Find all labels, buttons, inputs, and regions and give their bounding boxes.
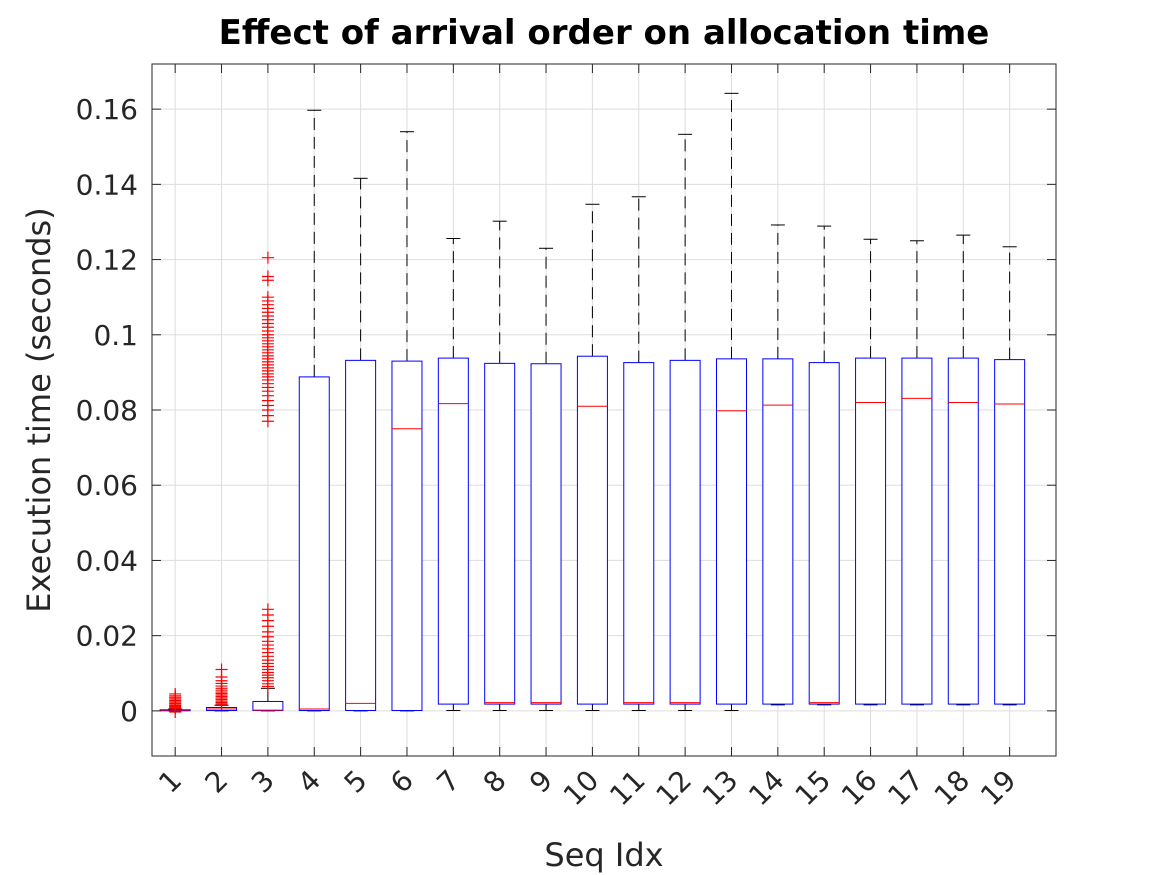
- y-tick-label: 0: [120, 695, 138, 728]
- y-tick-label: 0.14: [76, 168, 138, 201]
- y-tick-label: 0.1: [93, 319, 138, 352]
- outlier-series: [169, 251, 274, 718]
- box-4: [298, 109, 330, 712]
- outliers-2: [215, 663, 228, 711]
- x-tick-label: 9: [523, 764, 559, 800]
- x-tick-label: 17: [881, 764, 930, 813]
- outlier-marker: [261, 251, 274, 264]
- box-body: [623, 362, 655, 705]
- box-body: [298, 376, 330, 711]
- box-16: [855, 238, 887, 706]
- box-12: [669, 133, 701, 711]
- box-body: [345, 359, 377, 711]
- y-axis-label: Execution time (seconds): [20, 207, 58, 612]
- y-tick-label: 0.16: [76, 93, 138, 126]
- box-body: [994, 359, 1026, 705]
- box-body: [484, 362, 516, 705]
- x-tick-label: 7: [430, 764, 466, 800]
- box-body: [576, 355, 608, 705]
- x-tick-label: 11: [603, 764, 652, 813]
- box-5: [345, 177, 377, 712]
- x-tick-label: 16: [835, 764, 884, 813]
- y-tick-label: 0.06: [76, 469, 138, 502]
- x-tick-label: 1: [152, 764, 188, 800]
- x-tick-label: 6: [384, 764, 420, 800]
- outliers-1: [169, 687, 182, 718]
- box-9: [530, 247, 562, 711]
- x-axis-label: Seq Idx: [544, 836, 663, 874]
- x-tick-label: 8: [477, 764, 513, 800]
- x-tick-label: 12: [650, 764, 699, 813]
- box-body: [855, 357, 887, 705]
- box-body: [901, 357, 933, 705]
- box-14: [762, 224, 794, 706]
- y-tick-label: 0.12: [76, 244, 138, 277]
- box-body: [391, 360, 423, 711]
- box-body: [762, 358, 794, 705]
- box-body: [715, 358, 747, 705]
- x-tick-label: 15: [789, 764, 838, 813]
- box-13: [715, 92, 747, 711]
- box-body: [669, 359, 701, 705]
- box-body: [252, 700, 284, 711]
- box-series: [159, 92, 1026, 712]
- outlier-marker: [261, 270, 274, 283]
- box-6: [391, 131, 423, 712]
- box-17: [901, 240, 933, 706]
- box-3: [252, 687, 284, 712]
- box-15: [808, 225, 840, 706]
- box-8: [484, 220, 516, 711]
- outliers-3: [261, 251, 274, 693]
- box-10: [576, 203, 608, 711]
- x-tick-label: 19: [974, 764, 1023, 813]
- y-tick-label: 0.08: [76, 394, 138, 427]
- x-tick-label: 2: [199, 764, 235, 800]
- x-tick-label: 5: [338, 764, 374, 800]
- box-body: [947, 357, 979, 705]
- x-tick-label: 10: [557, 764, 606, 813]
- x-tick-label: 3: [245, 764, 281, 800]
- box-18: [947, 234, 979, 706]
- x-tick-label: 14: [742, 764, 791, 813]
- box-body: [437, 357, 469, 705]
- box-body: [530, 363, 562, 705]
- x-tick-label: 4: [291, 764, 327, 800]
- outlier-marker: [215, 663, 228, 676]
- x-tick-label: 18: [928, 764, 977, 813]
- box-body: [808, 362, 840, 705]
- chart-title: Effect of arrival order on allocation ti…: [219, 13, 990, 53]
- x-tick-label: 13: [696, 764, 745, 813]
- y-tick-label: 0.04: [76, 544, 138, 577]
- y-tick-label: 0.02: [76, 620, 138, 653]
- outlier-marker: [169, 687, 182, 700]
- box-11: [623, 196, 655, 711]
- outlier-marker: [261, 291, 274, 304]
- box-19: [994, 246, 1026, 706]
- outlier-marker: [261, 603, 274, 616]
- box-7: [437, 238, 469, 711]
